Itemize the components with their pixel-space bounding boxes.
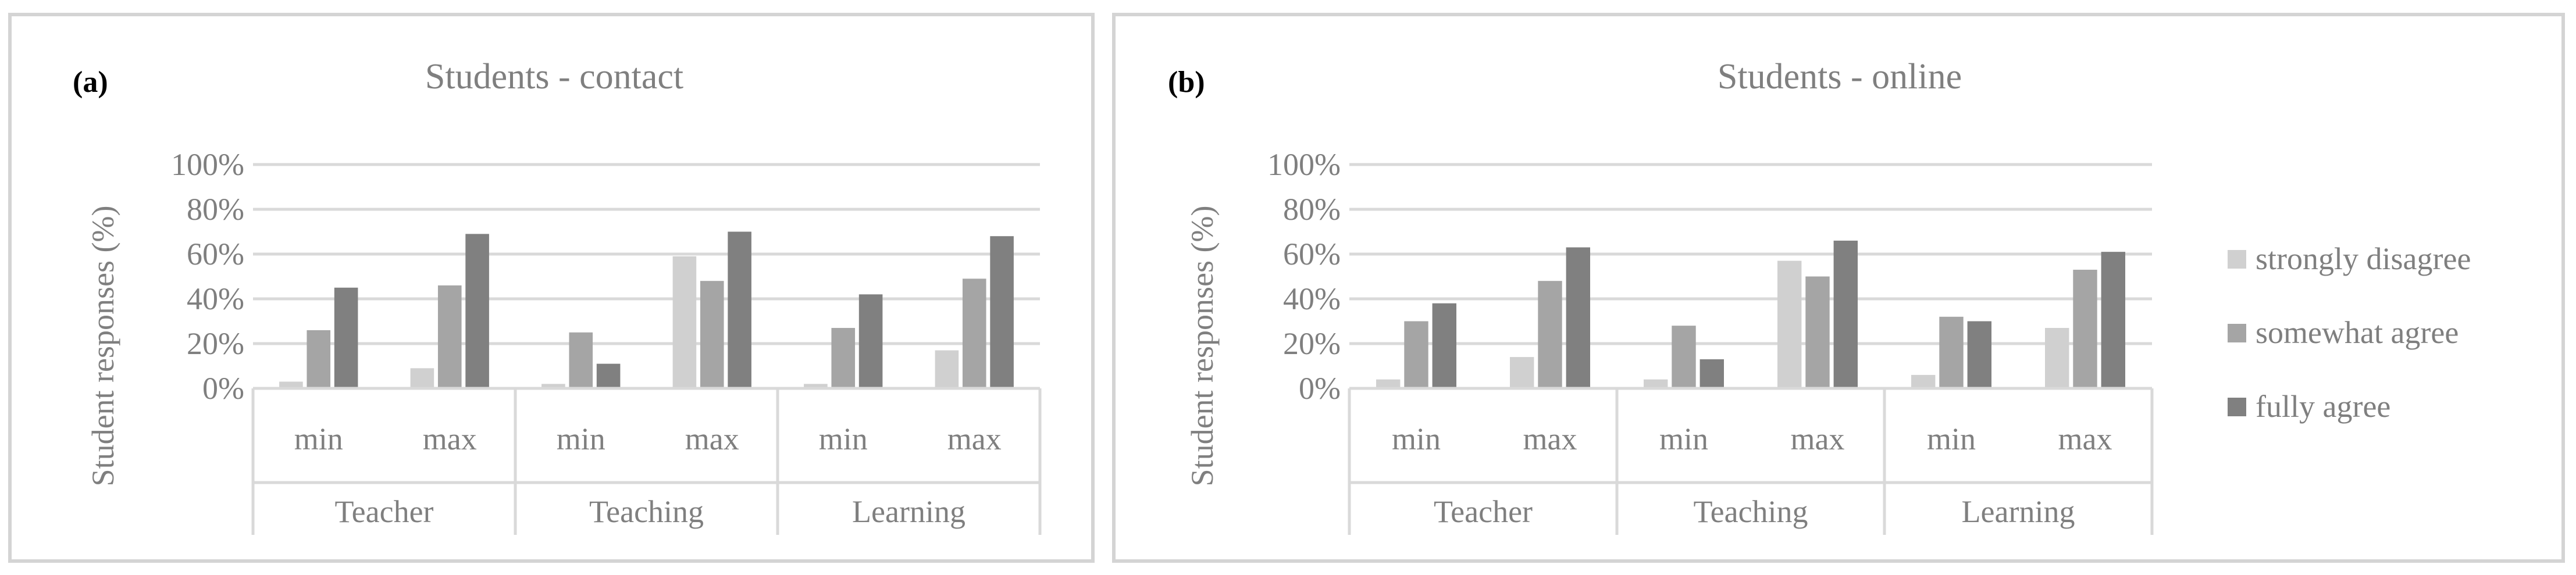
x-tick-label: max [1791,422,1845,456]
y-axis-label: Student responses (%) [1185,206,1220,487]
legend-swatch-somewhat-agree [2228,324,2246,342]
bar [1805,276,1830,388]
bar [1699,359,1724,388]
bar [1432,303,1456,388]
bar [831,328,856,388]
panel-label: (a) [73,66,108,99]
legend-swatch-fully-agree [2228,398,2246,416]
y-tick-label: 20% [1283,326,1341,361]
y-tick-label: 100% [1267,147,1341,182]
x-tick-label: min [557,422,605,456]
y-tick-label: 60% [1283,237,1341,272]
bar [1833,240,1858,388]
chart-title: Students - contact [425,57,683,97]
bar [990,236,1014,388]
x-group-label: Teacher [334,494,433,529]
y-tick-label: 80% [187,192,244,227]
y-axis-label: Student responses (%) [85,206,120,487]
x-group-label: Learning [852,494,965,529]
x-group-label: Teaching [1693,494,1808,529]
bar [700,281,724,388]
y-tick-label: 100% [171,147,244,182]
bar [437,285,462,388]
bar [1967,321,1991,388]
bar [1911,374,1936,388]
panel-label: (b) [1168,66,1205,99]
bar [569,332,593,388]
legend-swatch-strongly-disagree [2228,250,2246,269]
y-tick-label: 60% [187,237,244,272]
bar [1672,326,1696,388]
bar [728,231,751,388]
x-tick-label: min [1392,422,1441,456]
bar [2073,269,2097,388]
bar [465,234,489,388]
y-tick-label: 40% [1283,281,1341,316]
bar [1376,379,1401,388]
bar [2045,328,2069,388]
y-tick-label: 80% [1283,192,1341,227]
x-tick-label: max [1523,422,1577,456]
y-tick-label: 0% [1299,371,1341,406]
x-group-label: Teacher [1434,494,1533,529]
x-tick-label: min [294,422,343,456]
legend-label: strongly disagree [2256,241,2471,276]
panel-online: (b) Students - online Student responses … [1112,13,2565,563]
bar [935,350,959,388]
plot-area: 0% 20% 40% 60% 80% 100% min max min max min max Teac… [171,147,1042,535]
legend-label: somewhat agree [2256,315,2459,350]
x-group-label: Teaching [589,494,704,529]
bar [1777,260,1802,388]
bar [2101,252,2125,388]
bar [1538,281,1562,388]
bar [804,384,828,388]
panel-frame [8,13,1095,563]
bar [672,256,697,388]
y-tick-label: 0% [202,371,244,406]
legend-label: fully agree [2256,389,2390,424]
bar [858,294,883,388]
bar [279,381,303,388]
bar [541,384,565,388]
chart-title: Students - online [1718,57,1962,97]
bar [1510,357,1534,388]
plot-area: 0% 20% 40% 60% 80% 100% min max min max min max Teac… [1267,147,2154,535]
x-group-label: Learning [1962,494,2075,529]
x-tick-label: max [685,422,739,456]
bar [410,368,434,388]
bar [962,278,986,388]
bar [1566,247,1590,388]
x-tick-label: max [947,422,1002,456]
x-tick-label: max [2058,422,2112,456]
x-tick-label: min [1659,422,1708,456]
x-tick-label: min [1927,422,1976,456]
legend: strongly disagree somewhat agree fully a… [2228,241,2471,424]
bar [307,330,331,388]
y-tick-label: 40% [187,281,244,316]
bar [596,363,621,388]
bar [1404,321,1428,388]
bar [1644,379,1668,388]
x-tick-label: max [423,422,477,456]
bar [1939,316,1964,388]
x-tick-label: min [819,422,868,456]
y-tick-label: 20% [187,326,244,361]
bar [334,287,358,388]
panel-contact: (a) Students - contact Student responses… [8,13,1095,563]
